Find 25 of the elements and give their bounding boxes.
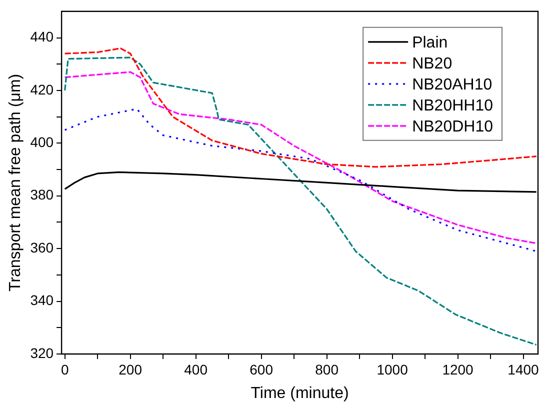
x-tick-label: 600 — [250, 361, 274, 378]
y-tick-label: 400 — [30, 134, 54, 150]
y-tick-label: 380 — [30, 186, 54, 203]
legend-label: NB20HH10 — [412, 97, 494, 114]
line-series — [64, 71, 538, 244]
legend-label: NB20 — [412, 55, 452, 72]
y-axis-title: Transport mean free path (μm) — [7, 74, 24, 292]
x-tick-label: 200 — [118, 361, 142, 378]
legend-label: Plain — [412, 34, 448, 52]
x-tick-label: 0 — [60, 361, 69, 378]
x-tick-label: 1000 — [376, 361, 408, 378]
y-tick-label: 440 — [30, 28, 54, 45]
y-tick-label: 420 — [30, 81, 54, 98]
x-axis-title: Time (minute) — [250, 384, 349, 402]
line-series — [64, 56, 538, 346]
legend-label: NB20AH10 — [412, 76, 492, 94]
y-tick-label: 320 — [30, 344, 54, 361]
x-tick-label: 400 — [184, 361, 208, 378]
legend-label: NB20DH10 — [412, 118, 494, 136]
y-tick-label: 360 — [30, 239, 54, 256]
y-tick-label: 340 — [30, 292, 54, 308]
x-tick-label: 1400 — [508, 361, 540, 378]
line-series — [64, 47, 538, 168]
x-tick-label: 1200 — [442, 361, 474, 378]
x-tick-label: 800 — [315, 361, 339, 378]
